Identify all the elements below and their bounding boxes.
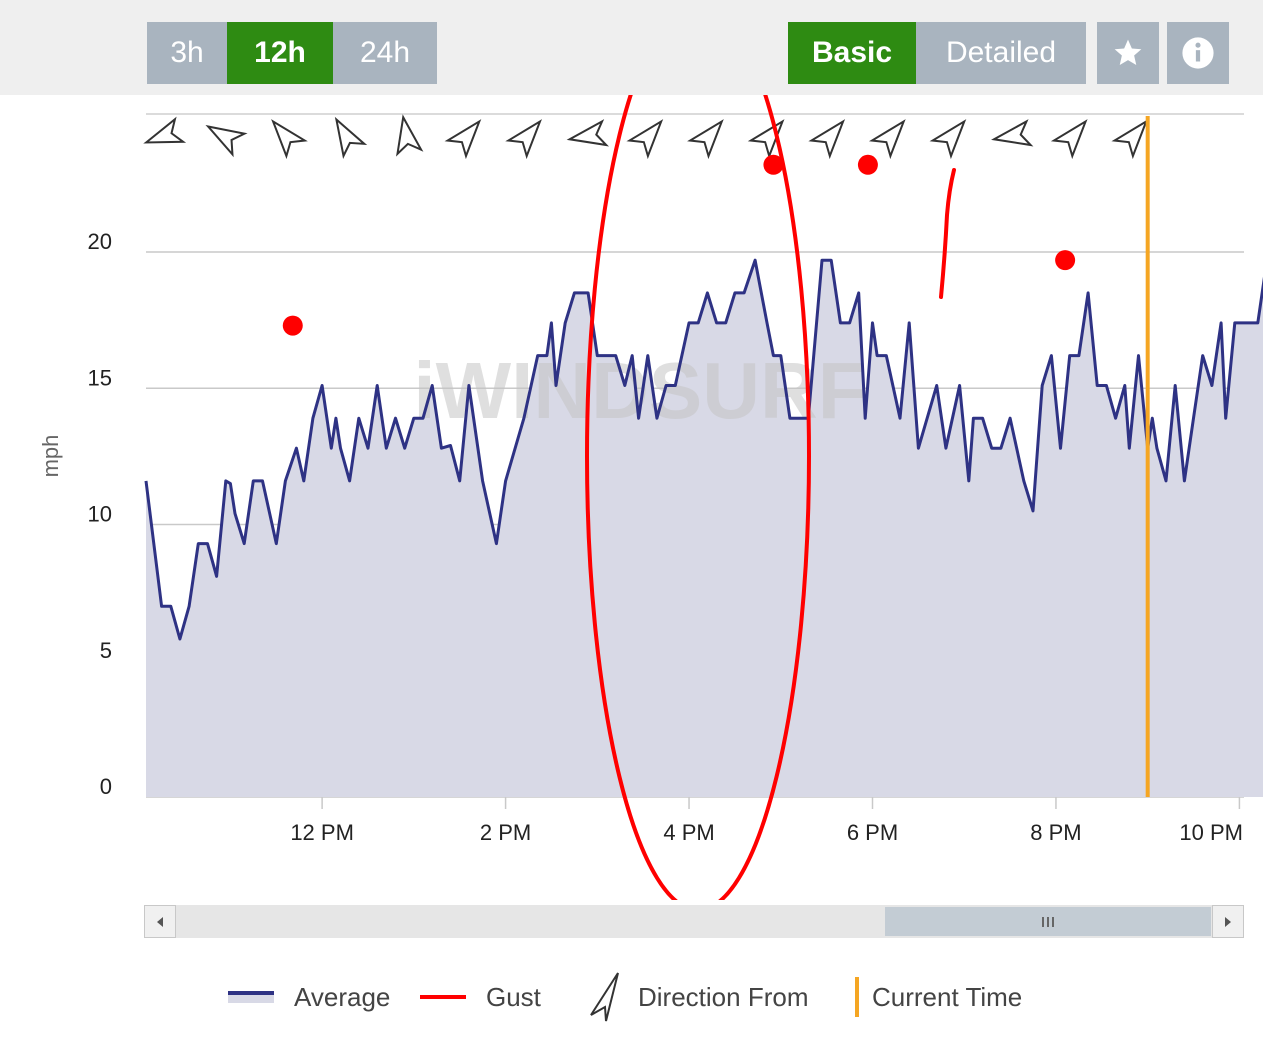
arrow-shape	[1111, 119, 1149, 160]
basic-mode-button[interactable]: Basic	[788, 22, 916, 84]
x-tick-label: 6 PM	[847, 820, 898, 845]
grip-icon	[1042, 916, 1054, 927]
arrow-shape	[334, 116, 368, 159]
range-3h-button[interactable]: 3h	[147, 22, 227, 84]
arrow-shape	[626, 119, 664, 160]
arrow-shape	[808, 119, 846, 160]
legend-direction-label: Direction From	[638, 981, 809, 1012]
chevron-right-icon	[1225, 916, 1231, 927]
arrow-shape	[205, 124, 248, 158]
y-tick-label: 20	[88, 229, 112, 254]
series-average-area	[146, 260, 1263, 797]
x-tick-label: 8 PM	[1030, 820, 1081, 845]
legend-direction[interactable]: Direction From	[588, 965, 808, 1029]
average-area	[146, 260, 1263, 797]
direction-arrow-icon	[1111, 119, 1149, 160]
gust-dot	[763, 154, 784, 175]
arrow-shape	[687, 119, 724, 160]
series-average-line	[144, 258, 1263, 641]
direction-arrow-icon	[590, 972, 619, 1022]
x-tick-label: 2 PM	[480, 820, 531, 845]
annotation-stroke	[939, 168, 956, 299]
legend-current-time[interactable]: Current Time	[854, 965, 1022, 1029]
direction-arrow-icon	[991, 119, 1034, 147]
direction-arrow-icon	[444, 119, 482, 160]
y-tick-label: 0	[100, 774, 112, 799]
direction-arrow-icon	[808, 119, 846, 160]
scroll-thumb[interactable]	[885, 907, 1211, 936]
gust-dot	[857, 154, 878, 175]
arrow-shape	[271, 119, 308, 160]
arrow-shape	[444, 119, 482, 160]
direction-arrow-icon	[1050, 119, 1088, 160]
legend-gust-label: Gust	[486, 981, 541, 1012]
detailed-mode-button[interactable]: Detailed	[916, 22, 1086, 84]
arrow-shape	[566, 119, 610, 147]
range-12h-button[interactable]: 12h	[227, 22, 333, 84]
arrow-shape	[991, 119, 1034, 147]
direction-arrow-icon	[566, 119, 610, 147]
mode-selector: Basic Detailed	[788, 22, 1086, 84]
direction-arrow-icon	[626, 119, 664, 160]
direction-arrow-icon	[205, 124, 248, 158]
gust-swatch-icon	[420, 995, 466, 999]
info-icon	[1182, 37, 1214, 69]
legend-current-time-label: Current Time	[872, 981, 1023, 1012]
y-tick-label: 5	[100, 638, 112, 663]
scroll-left-button[interactable]	[144, 905, 176, 938]
arrow-shape	[868, 119, 906, 160]
y-tick-label: 15	[88, 365, 112, 390]
horizontal-scrollbar[interactable]	[144, 905, 1244, 938]
direction-arrows	[143, 114, 1149, 160]
current-time-swatch-icon	[855, 977, 859, 1017]
toolbar: 3h 12h 24h Basic Detailed	[0, 0, 1263, 95]
x-tick-label: 10 PM	[1179, 820, 1243, 845]
average-line	[144, 258, 1263, 641]
direction-arrow-icon	[396, 114, 424, 157]
y-tick-label: 10	[88, 502, 112, 527]
legend-average[interactable]: Average	[228, 965, 390, 1029]
annotations	[282, 95, 1076, 900]
direction-arrow-icon	[334, 116, 368, 159]
direction-arrow-icon	[505, 119, 542, 160]
scroll-right-button[interactable]	[1212, 905, 1244, 938]
direction-arrow-icon	[868, 119, 906, 160]
direction-arrow-icon	[271, 119, 308, 160]
x-tick-label: 4 PM	[663, 820, 714, 845]
info-button[interactable]	[1167, 22, 1229, 84]
favorite-button[interactable]	[1097, 22, 1159, 84]
x-axis: 12 PM 2 PM 4 PM 6 PM 8 PM 10 PM	[146, 796, 1244, 845]
y-axis-label: mph	[38, 435, 63, 478]
legend-average-label: Average	[294, 981, 391, 1012]
chevron-left-icon	[157, 916, 163, 927]
average-swatch-icon	[228, 991, 274, 1003]
range-24h-button[interactable]: 24h	[333, 22, 437, 84]
x-tick-label: 12 PM	[290, 820, 354, 845]
direction-arrow-icon	[929, 119, 967, 160]
arrow-shape	[929, 119, 967, 160]
watermark: iWINDSURF	[413, 346, 866, 435]
star-icon	[1114, 39, 1142, 65]
arrow-shape	[143, 116, 187, 144]
arrow-shape	[505, 119, 542, 160]
y-axis: 0 5 10 15 20	[88, 229, 112, 799]
legend-gust[interactable]: Gust	[420, 965, 541, 1029]
legend: Average Gust Direction From Current Time	[0, 965, 1263, 1035]
range-selector: 3h 12h 24h	[147, 22, 437, 84]
direction-arrow-icon	[143, 116, 187, 144]
gust-dot	[282, 315, 303, 336]
arrow-shape	[396, 114, 424, 157]
direction-arrow-icon	[687, 119, 724, 160]
arrow-shape	[1050, 119, 1088, 160]
gust-dot	[1055, 250, 1076, 271]
annotation-ellipse	[585, 95, 811, 900]
